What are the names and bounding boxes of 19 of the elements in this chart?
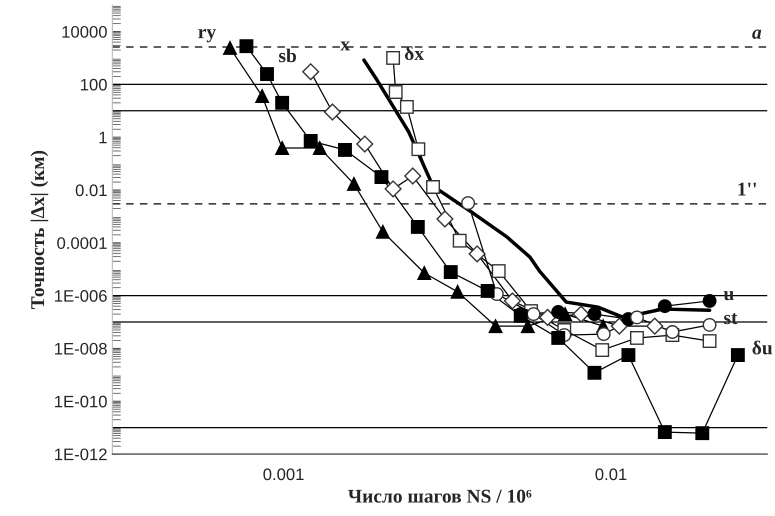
y-tick-label: 1E-006 [55, 290, 107, 302]
series-label: x [340, 41, 350, 50]
y-tick-label: 10000 [62, 26, 107, 38]
y-tick-label: 1E-008 [55, 342, 107, 355]
ref-line-label: a [752, 30, 762, 39]
series-label: δu [752, 340, 772, 355]
annotation: 1'' [738, 182, 756, 196]
y-tick-label: 0.0001 [57, 237, 107, 250]
series-label: δx [404, 46, 424, 60]
series-label: sb [279, 48, 296, 62]
y-tick-label: 1E-012 [55, 448, 107, 460]
y-tick-label: 1 [100, 132, 107, 144]
y-tick-label: 1E-010 [55, 396, 107, 408]
y-tick-label: 0.01 [76, 184, 107, 196]
series-label: ry [198, 28, 216, 42]
x-axis-title: Число шагов NS / 10⁶ [348, 490, 532, 503]
x-tick-label: 0.001 [263, 468, 304, 480]
y-axis-title: Точность |Δx| (км) [30, 150, 48, 309]
y-tick-label: 100 [80, 78, 107, 91]
